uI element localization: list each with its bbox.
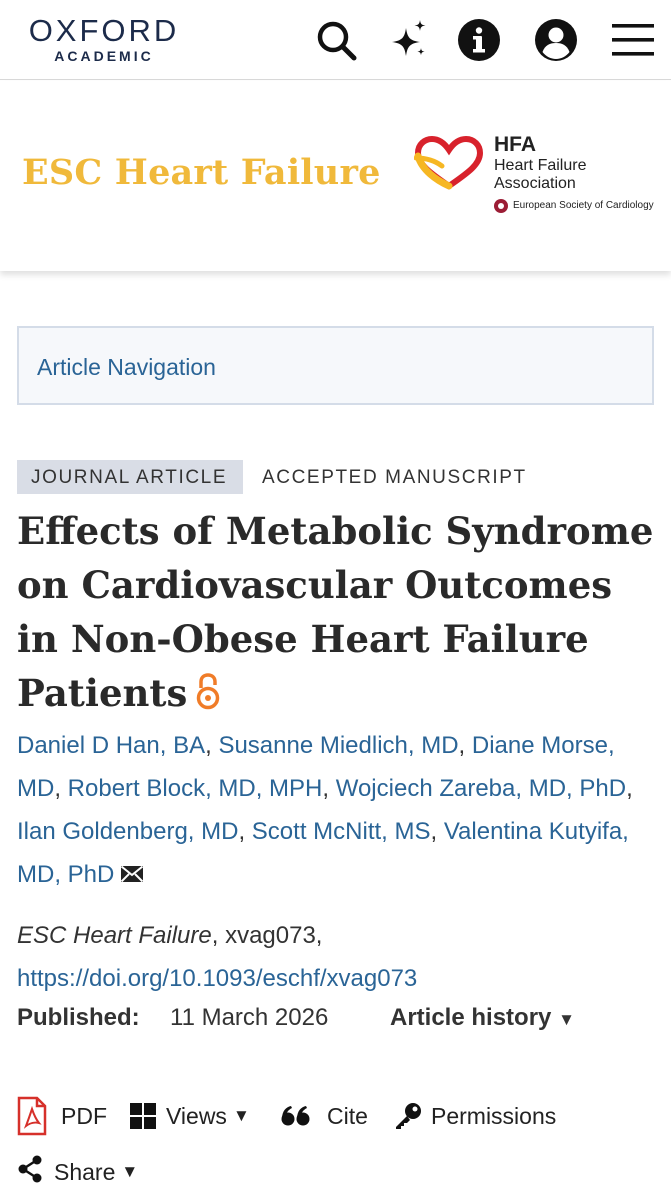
info-icon[interactable]: [457, 18, 501, 62]
envelope-icon[interactable]: [120, 854, 144, 883]
esc-line: European Society of Cardiology: [494, 199, 654, 213]
chevron-down-icon: ▼: [558, 1010, 575, 1029]
account-icon[interactable]: [534, 18, 578, 62]
article-title-text: Effects of Metabolic Syndrome on Cardiov…: [17, 509, 654, 715]
article-title: Effects of Metabolic Syndrome on Cardiov…: [17, 504, 662, 720]
esc-logo-icon: [494, 199, 508, 213]
article-history-toggle[interactable]: Article history ▼: [390, 1004, 575, 1032]
hfa-text-block: HFA Heart Failure Association European S…: [494, 133, 654, 213]
article-navigation-button[interactable]: Article Navigation: [17, 326, 654, 405]
hfa-line2: Association: [494, 175, 576, 192]
chevron-down-icon: ▼: [232, 1106, 250, 1125]
views-button[interactable]: Views ▼: [129, 1092, 250, 1140]
share-button[interactable]: Share ▼: [17, 1152, 138, 1192]
hfa-heart-logo: [413, 135, 484, 192]
share-label: Share: [54, 1158, 116, 1185]
author-link[interactable]: Ilan Goldenberg, MD: [17, 818, 239, 845]
published-date: 11 March 2026: [170, 1004, 329, 1031]
author-link[interactable]: Wojciech Zareba, MD, PhD: [335, 775, 627, 802]
journal-title[interactable]: ESC Heart Failure: [22, 152, 381, 193]
cite-label: Cite: [327, 1102, 368, 1129]
grid-icon: [129, 1102, 157, 1130]
cite-button[interactable]: Cite: [281, 1092, 368, 1140]
menu-icon[interactable]: [611, 18, 655, 62]
citation-journal: ESC Heart Failure: [17, 922, 212, 949]
pdf-icon: [17, 1096, 47, 1136]
open-access-icon: [195, 670, 221, 710]
article-status-tag: ACCEPTED MANUSCRIPT: [262, 467, 527, 488]
author-link[interactable]: Valentina Kutyifa, MD, PhD: [17, 818, 629, 888]
esc-name: European Society of Cardiology: [513, 200, 654, 211]
article-toolbar: PDF Views ▼ Cite Permissions: [17, 1092, 657, 1140]
author-list: Daniel D Han, BA, Susanne Miedlich, MD, …: [17, 732, 633, 888]
journal-banner: [0, 81, 671, 271]
published-row: Published: 11 March 2026 Article history…: [17, 1004, 657, 1040]
author-link[interactable]: Susanne Miedlich, MD: [218, 732, 459, 759]
logo-line1: OXFORD: [28, 13, 180, 48]
top-bar: OXFORD ACADEMIC: [0, 0, 671, 80]
pdf-button[interactable]: PDF: [17, 1092, 107, 1140]
chevron-down-icon: ▼: [121, 1162, 139, 1181]
author-link[interactable]: Diane Morse, MD: [17, 732, 615, 802]
citation-article-id: , xvag073,: [211, 922, 323, 949]
published-label: Published:: [17, 1004, 140, 1031]
permissions-label: Permissions: [431, 1102, 557, 1129]
author-link[interactable]: Robert Block, MD, MPH: [67, 775, 323, 802]
logo-line2: ACADEMIC: [54, 48, 154, 64]
quote-icon: [281, 1105, 311, 1127]
sparkle-icon[interactable]: [386, 18, 430, 62]
author-link[interactable]: Daniel D Han, BA: [17, 732, 206, 759]
article-history-label: Article history: [390, 1004, 552, 1031]
article-navigation-label: Article Navigation: [37, 354, 216, 380]
oxford-academic-logo[interactable]: OXFORD ACADEMIC: [18, 14, 190, 66]
hfa-abbrev: HFA: [494, 133, 536, 156]
hfa-line1: Heart Failure: [494, 157, 587, 174]
citation-info: ESC Heart Failure, xvag073, https://doi.…: [17, 914, 657, 1000]
permissions-button[interactable]: Permissions: [394, 1092, 556, 1140]
share-icon: [17, 1155, 43, 1189]
views-label: Views: [166, 1102, 227, 1129]
doi-link[interactable]: https://doi.org/10.1093/eschf/xvag073: [17, 965, 418, 992]
article-type-tag: JOURNAL ARTICLE: [17, 460, 243, 494]
pdf-label: PDF: [61, 1102, 107, 1129]
author-link[interactable]: Scott McNitt, MS: [251, 818, 431, 845]
search-icon[interactable]: [314, 18, 358, 62]
key-icon: [394, 1102, 422, 1130]
